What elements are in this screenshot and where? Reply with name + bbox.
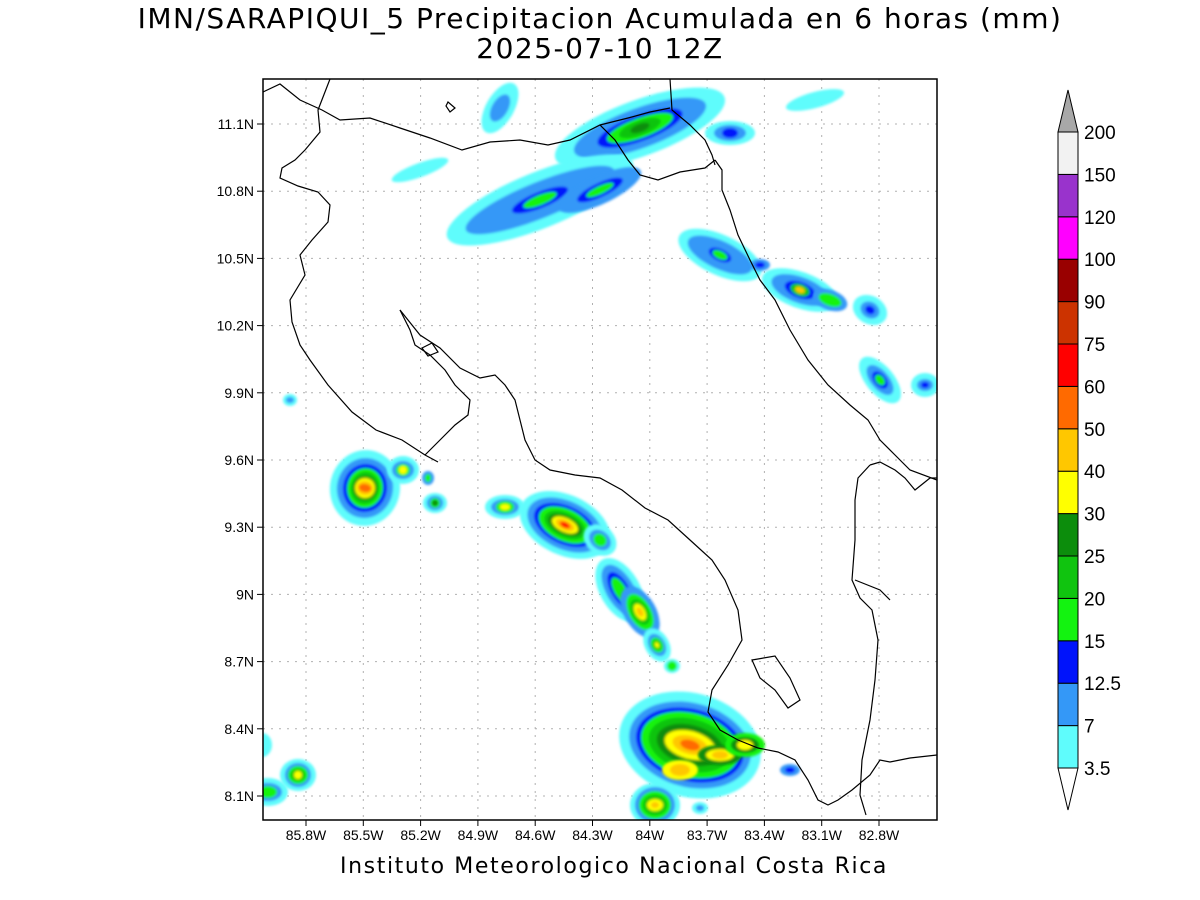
colorbar-label: 200: [1084, 123, 1116, 144]
rain-cell: [283, 394, 297, 406]
lon-label: 85.8W: [286, 827, 327, 843]
rain-cell: [485, 495, 525, 519]
colorbar-label: 150: [1084, 165, 1116, 186]
colorbar-segment: [1057, 343, 1079, 387]
rain-cell: [785, 89, 845, 111]
rain-cell: [422, 471, 434, 485]
longitude-labels: 85.8W 85.5W 85.2W 84.9W 84.6W 84.3W 84W 83.7W 83…: [286, 827, 900, 843]
rain-cell: [705, 121, 755, 145]
colorbar-segment: [1057, 682, 1079, 727]
lon-label: 84.6W: [515, 827, 556, 843]
lon-label: 84W: [635, 827, 665, 843]
colorbar-label: 50: [1084, 420, 1105, 441]
latitude-labels: 11.1N 10.8N 10.5N 10.2N 9.9N 9.6N 9.3N 9N 8.7N 8.…: [217, 116, 254, 804]
colorbar-min-arrow: [1057, 767, 1079, 811]
rain-cell: [263, 733, 272, 757]
lon-label: 83.4W: [744, 827, 785, 843]
rain-cell: [329, 450, 401, 526]
lat-label: 9.6N: [224, 452, 254, 468]
rain-cell: [280, 759, 316, 791]
colorbar: 3.5 7 12.5 15 20 25 30 40 50 60 75 90 100 120 150 200: [1057, 89, 1121, 811]
lat-label: 10.8N: [217, 183, 254, 199]
precipitation-field: [263, 82, 937, 820]
colorbar-segment: [1057, 428, 1079, 472]
rain-cell: [859, 356, 901, 404]
colorbar-label: 90: [1084, 293, 1105, 314]
lon-label: 82.8W: [859, 827, 900, 843]
colorbar-label: 25: [1084, 547, 1105, 568]
rain-cell: [387, 456, 419, 484]
rain-cell: [558, 167, 642, 213]
rain-cell: [423, 493, 447, 513]
colorbar-label: 15: [1084, 632, 1105, 653]
plot-frame: [262, 78, 938, 821]
lon-label: 84.9W: [458, 827, 499, 843]
colorbar-label: 40: [1084, 462, 1105, 483]
colorbar-segment: [1057, 513, 1079, 557]
colorbar-segment: [1057, 555, 1079, 599]
colorbar-label: 100: [1084, 250, 1116, 271]
rain-cell: [662, 760, 698, 780]
colorbar-segment: [1057, 725, 1079, 769]
lat-label: 10.5N: [217, 250, 254, 266]
map-title: IMN/SARAPIQUI_5 Precipitacion Acumulada …: [137, 2, 1063, 35]
colorbar-label: 12.5: [1084, 674, 1121, 695]
colorbar-segment: [1057, 597, 1079, 642]
lat-label: 8.1N: [224, 788, 254, 804]
colorbar-segment: [1057, 385, 1079, 430]
footer-credit: Instituto Meteorologico Nacional Costa R…: [340, 854, 888, 879]
rain-cell: [678, 228, 762, 282]
rain-cell: [446, 154, 634, 246]
lat-label: 9N: [236, 586, 254, 602]
rain-cell: [780, 764, 800, 776]
lon-label: 85.5W: [343, 827, 384, 843]
rain-cell: [554, 87, 726, 169]
lat-label: 8.7N: [224, 654, 254, 670]
colorbar-label: 120: [1084, 208, 1116, 229]
map-subtitle-date: 2025-07-10 12Z: [476, 32, 724, 65]
coastline-borders: [263, 79, 937, 816]
colorbar-max-arrow: [1057, 89, 1079, 133]
rain-cell: [692, 802, 708, 814]
rain-cell: [750, 259, 770, 271]
lat-label: 11.1N: [218, 116, 254, 132]
lat-label: 9.9N: [224, 385, 254, 401]
colorbar-segment: [1057, 640, 1079, 684]
colorbar-segment: [1057, 216, 1079, 260]
lat-label: 10.2N: [217, 318, 254, 334]
rain-cell: [812, 288, 848, 312]
rain-cell: [620, 586, 660, 638]
rain-cell: [643, 628, 671, 662]
colorbar-segment: [1057, 258, 1079, 303]
lon-label: 83.7W: [687, 827, 728, 843]
lon-label: 84.3W: [572, 827, 613, 843]
colorbar-label: 20: [1084, 589, 1105, 610]
colorbar-segment: [1057, 131, 1079, 175]
colorbar-label: 7: [1084, 717, 1095, 738]
rain-cell: [852, 294, 888, 326]
colorbar-label: 75: [1084, 335, 1105, 356]
rain-cell: [664, 659, 680, 673]
lon-label: 85.2W: [400, 827, 441, 843]
rain-cell: [630, 783, 680, 820]
colorbar-label: 30: [1084, 505, 1105, 526]
rain-cell: [519, 491, 611, 559]
lon-label: 83.1W: [801, 827, 842, 843]
lat-label: 9.3N: [224, 519, 254, 535]
rain-cell: [911, 373, 937, 397]
colorbar-segment: [1057, 173, 1079, 218]
lat-label: 8.4N: [224, 721, 254, 737]
colorbar-label: 60: [1084, 377, 1105, 398]
rain-cell: [263, 778, 288, 806]
rain-cell: [481, 82, 519, 134]
colorbar-segment: [1057, 301, 1079, 345]
rain-cell: [583, 524, 617, 556]
colorbar-segment: [1057, 470, 1079, 515]
colorbar-label: 3.5: [1084, 759, 1110, 780]
axis-ticks: [257, 123, 880, 826]
rain-cell: [391, 157, 449, 183]
